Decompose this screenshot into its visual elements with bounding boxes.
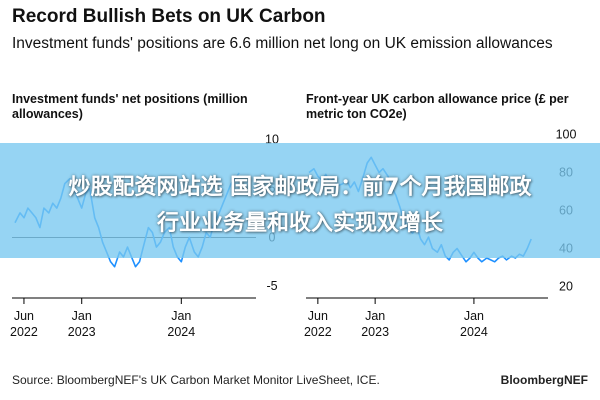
chart-subtitle: Investment funds' positions are 6.6 mill… xyxy=(12,35,553,52)
right-y-tick-label: 20 xyxy=(559,280,573,294)
left-x-tick-label: 2022 xyxy=(10,325,38,339)
right-x-tick-label: 2022 xyxy=(304,325,332,339)
left-x-tick-label: 2023 xyxy=(68,325,96,339)
right-x-tick-label: Jan xyxy=(365,309,385,323)
left-x-tick-label: 2024 xyxy=(167,325,195,339)
right-x-tick-label: 2023 xyxy=(361,325,389,339)
left-x-tick-label: Jan xyxy=(171,309,191,323)
left-panel-title: Investment funds' net positions (million… xyxy=(12,92,248,121)
overlay-text-line-1: 炒股配资网站选 国家邮政局：前7个月我国邮政 xyxy=(68,175,532,200)
right-panel-title: Front-year UK carbon allowance price (£ … xyxy=(306,92,569,121)
right-x-tick-label: 2024 xyxy=(460,325,488,339)
overlay-banner: 炒股配资网站选 国家邮政局：前7个月我国邮政 行业业务量和收入实现双增长 xyxy=(0,143,600,258)
right-y-tick-label: 100 xyxy=(556,128,577,142)
left-y-tick-label: -5 xyxy=(266,279,277,293)
overlay-text-line-2: 行业业务量和收入实现双增长 xyxy=(156,211,443,236)
source-note: Source: BloombergNEF's UK Carbon Market … xyxy=(12,373,380,387)
brand-logo: BloombergNEF xyxy=(500,373,588,387)
right-x-tick-label: Jan xyxy=(464,309,484,323)
left-x-tick-label: Jun xyxy=(14,309,34,323)
right-x-tick-label: Jun xyxy=(308,309,328,323)
chart-title: Record Bullish Bets on UK Carbon xyxy=(12,6,326,27)
left-x-tick-label: Jan xyxy=(72,309,92,323)
